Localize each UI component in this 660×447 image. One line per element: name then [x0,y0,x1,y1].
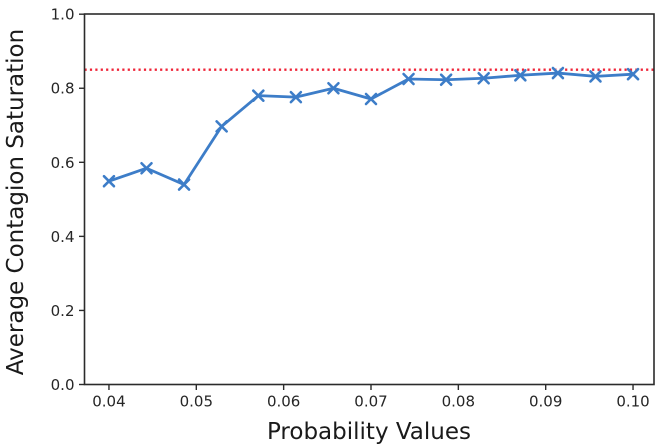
svg-text:0.07: 0.07 [354,393,387,411]
x-axis-label: Probability Values [266,419,472,445]
svg-text:0.8: 0.8 [51,80,75,98]
svg-text:0.4: 0.4 [51,228,75,246]
data-point-markers [102,66,640,191]
y-axis-ticks: 0.0 0.2 0.4 0.6 0.8 1.0 [51,6,85,394]
svg-text:0.09: 0.09 [529,393,562,411]
svg-text:0.0: 0.0 [51,376,75,394]
plot-border [83,13,655,386]
svg-text:0.2: 0.2 [51,302,75,320]
y-axis-label: Average Contagion Saturation [3,28,29,376]
svg-text:0.08: 0.08 [442,393,475,411]
data-series-line [107,71,635,186]
svg-text:0.05: 0.05 [180,393,213,411]
svg-text:1.0: 1.0 [51,6,75,24]
svg-text:0.06: 0.06 [267,393,300,411]
svg-text:0.6: 0.6 [51,154,75,172]
svg-text:0.04: 0.04 [92,393,125,411]
svg-text:0.10: 0.10 [616,393,649,411]
x-axis-ticks: 0.04 0.05 0.06 0.07 0.08 0.09 0.10 [92,384,650,411]
